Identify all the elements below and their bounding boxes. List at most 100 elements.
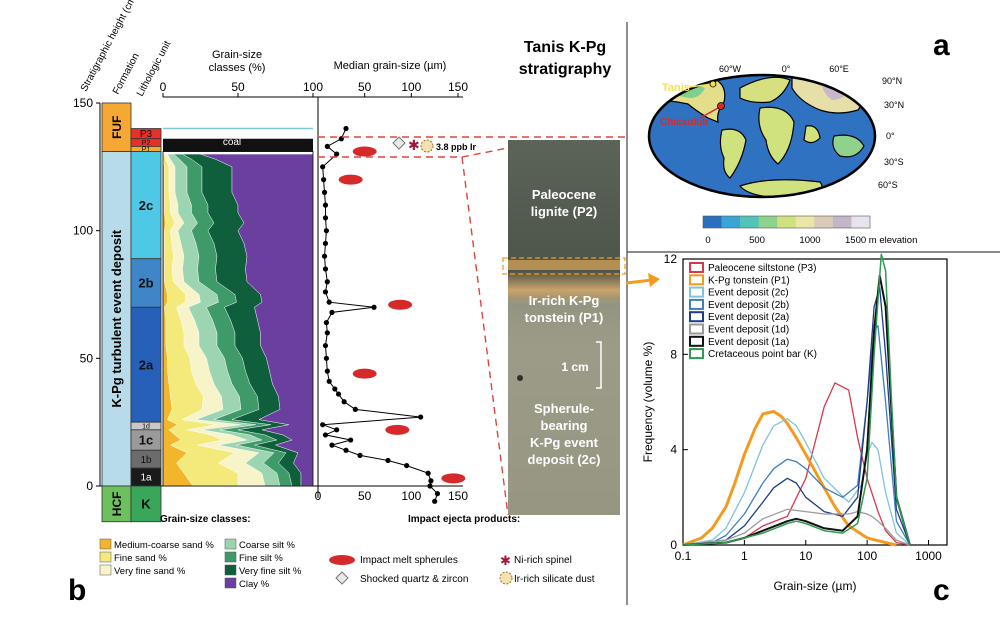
- legend-label: Fine sand %: [114, 553, 167, 564]
- colorbar-ticks: 0 500 1000 1500 m elevation: [705, 235, 917, 246]
- x-tick-label: 100: [857, 549, 877, 563]
- ejecta-label: Ir-rich silicate dust: [514, 574, 595, 585]
- median-point: [343, 447, 349, 453]
- spherule-marker: [441, 473, 466, 484]
- x-tick-label: 1: [741, 549, 748, 563]
- median-tick-label: 50: [358, 80, 372, 94]
- spherule-marker: [352, 368, 377, 379]
- legend-label: Coarse silt %: [239, 540, 296, 551]
- legend-swatch: [224, 538, 237, 550]
- chicxulub-marker: [717, 102, 725, 110]
- colorbar-tick: 1500 m elevation: [845, 235, 917, 246]
- x-tick-label: 1000: [915, 549, 942, 563]
- lon-label: 60°E: [829, 64, 849, 74]
- distribution-plot: 0.1 1 10 100 1000 0 4 8 12 Grain-size (µm) Frequen…: [641, 252, 948, 593]
- photo-p1-2: tonstein (P1): [525, 310, 604, 325]
- median-point: [434, 491, 441, 497]
- chicxulub-label: Chicxulub: [660, 117, 708, 128]
- median-point: [432, 498, 438, 504]
- legend-swatch: [689, 311, 704, 323]
- series-line-event-deposit-1d-: [682, 508, 911, 546]
- legend-swatch: [224, 564, 237, 576]
- arrow-head: [648, 273, 660, 287]
- median-point: [357, 452, 363, 458]
- formation-label: K-Pg turbulent event deposit: [109, 229, 124, 407]
- colorbar-segment: [740, 216, 759, 228]
- coal-band: [163, 138, 313, 152]
- median-point: [418, 414, 424, 420]
- formation-label: FUF: [110, 116, 124, 139]
- median-point: [321, 177, 327, 183]
- median-point: [334, 151, 340, 157]
- distribution-legend: Paleocene siltstone (P3)K-Pg tonstein (P…: [689, 262, 817, 360]
- median-point: [322, 289, 329, 295]
- median-point: [334, 427, 340, 433]
- pct-tick-label: 100: [303, 80, 323, 94]
- median-tick-label: 150: [448, 80, 468, 94]
- photo-p2-1: Paleocene: [532, 187, 596, 202]
- ejecta-dust-icon: [499, 571, 513, 585]
- lat-label: 90°N: [882, 76, 902, 86]
- coal-label: coal: [223, 137, 241, 148]
- ejecta-title: Impact ejecta products:: [408, 514, 520, 525]
- legend-label: Event deposit (1d): [708, 325, 789, 336]
- median-point: [321, 253, 328, 259]
- y-axis-label: Frequency (volume %): [641, 342, 655, 463]
- colorbar-segment: [703, 216, 722, 228]
- x-tick-label: 10: [799, 549, 813, 563]
- unit-label: 1c: [139, 433, 153, 448]
- unit-label: 2b: [138, 276, 153, 291]
- spherule-marker: [385, 424, 410, 435]
- median-point: [323, 355, 329, 361]
- y-tick-label: 0: [670, 538, 677, 552]
- scale-bracket: [596, 341, 602, 389]
- spherule-marker: [338, 174, 363, 185]
- median-point: [324, 368, 330, 374]
- ejecta-legend: Impact ejecta products: Impact melt sphe…: [329, 514, 595, 585]
- ejecta-diamond-icon: [335, 571, 349, 585]
- y-tick-label: 4: [670, 443, 677, 457]
- height-tick-label: 100: [73, 224, 93, 238]
- median-point: [371, 304, 377, 310]
- ir-dust-marker: [420, 139, 434, 153]
- elevation-colorbar: [702, 215, 871, 229]
- median-point: [348, 437, 354, 443]
- ir-label: 3.8 ppb Ir: [436, 142, 477, 152]
- median-point: [324, 143, 330, 150]
- median-point: [322, 266, 329, 272]
- africa: [758, 106, 795, 165]
- median-point: [326, 299, 332, 305]
- y-tick-label: 8: [670, 347, 677, 361]
- shocked-quartz-marker: [392, 136, 406, 150]
- ejecta-label: Shocked quartz & zircon: [360, 574, 468, 585]
- legend-swatch: [99, 551, 112, 563]
- lat-labels: 90°N 30°N 0° 30°S 60°S: [878, 76, 904, 190]
- globe-outline: [647, 73, 877, 199]
- formation-label: HCF: [110, 492, 124, 517]
- series-line-event-deposit-2a-: [682, 286, 911, 546]
- median-point: [428, 478, 434, 484]
- formation-block: [101, 151, 132, 487]
- colorbar-segment: [721, 216, 741, 228]
- colorbar-segment: [758, 216, 778, 228]
- unit-label: 1a: [140, 473, 152, 484]
- x-axis-label: Grain-size (µm): [774, 579, 857, 593]
- median-point: [425, 470, 431, 476]
- legend-swatch: [99, 564, 112, 576]
- strat-column-headers: Stratigraphic height (cm) Formation Lith…: [79, 0, 446, 98]
- median-point: [427, 483, 433, 489]
- photo-2c-3: K-Pg event: [530, 435, 599, 450]
- colorbar-tick: 1000: [799, 235, 820, 246]
- series-line-paleocene-siltstone-p3-: [682, 382, 911, 546]
- legend-label: Clay %: [239, 579, 270, 590]
- legend-swatch: [689, 286, 704, 298]
- legend-label: Fine silt %: [239, 553, 283, 564]
- median-point: [320, 164, 326, 170]
- median-point: [329, 309, 335, 315]
- legend-label: Very fine silt %: [239, 566, 302, 577]
- y-tick-label: 12: [664, 252, 678, 266]
- median-grain-size-chart: ✱: [320, 125, 466, 504]
- x-tick-label: 0.1: [675, 549, 692, 563]
- median-point: [385, 457, 391, 464]
